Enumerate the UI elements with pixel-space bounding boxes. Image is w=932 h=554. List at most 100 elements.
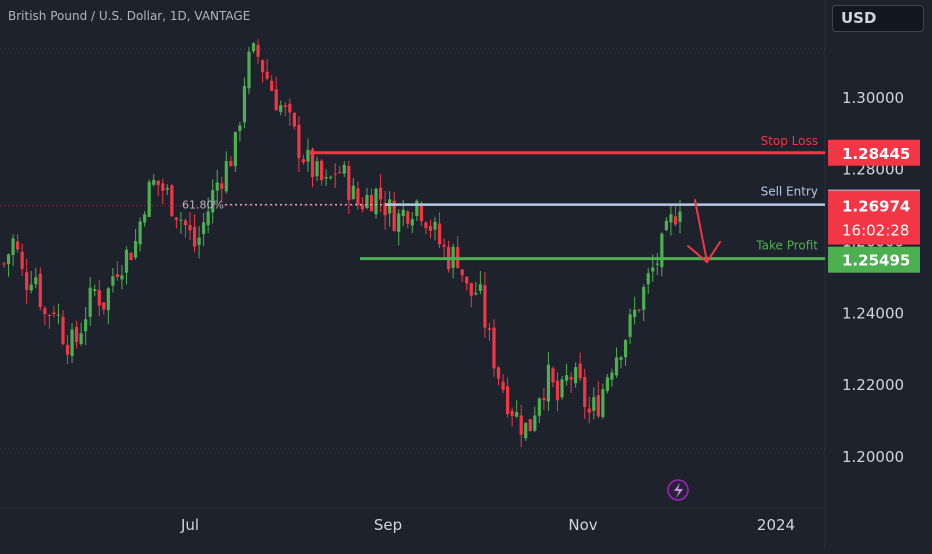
candle-body	[515, 412, 519, 417]
candle-body	[102, 302, 106, 310]
candle-body	[152, 179, 156, 185]
candle-body	[106, 288, 110, 310]
current-price-badge	[828, 190, 920, 245]
sell-arrow-drawing[interactable]	[687, 199, 721, 264]
candle-body	[442, 244, 446, 247]
candle-body	[592, 397, 596, 411]
candle-body	[424, 222, 428, 229]
countdown-label: 16:02:28	[842, 222, 909, 240]
candle-body	[555, 380, 560, 401]
current-price-label: 1.26974	[842, 198, 910, 216]
candle-body	[587, 408, 591, 413]
candle-body	[206, 211, 210, 226]
candle-body	[251, 43, 256, 52]
candle-body	[192, 226, 197, 247]
candle-body	[605, 377, 610, 391]
candle-body	[315, 161, 319, 177]
candle-body	[428, 225, 433, 231]
x-tick-label: Sep	[374, 516, 402, 534]
candle-body	[43, 308, 47, 314]
candle-body	[374, 188, 378, 215]
x-tick-label: Jul	[180, 516, 199, 534]
candle-body	[20, 251, 24, 270]
candle-body	[655, 263, 659, 265]
y-tick-label: 1.22000	[842, 376, 904, 394]
candle-body	[501, 381, 505, 390]
candle-body	[378, 187, 383, 200]
candle-body	[406, 211, 410, 224]
candle-body	[261, 60, 265, 73]
candle-body	[392, 200, 396, 231]
candle-body	[519, 415, 523, 435]
candle-body	[401, 209, 405, 217]
candle-body	[574, 367, 578, 384]
candle-body	[388, 199, 392, 214]
candle-body	[224, 161, 228, 192]
candle-body	[11, 238, 15, 256]
candle-body	[342, 164, 346, 174]
candle-body	[247, 51, 251, 89]
candle-body	[238, 125, 242, 131]
candle-body	[74, 327, 79, 343]
candle-body	[301, 159, 306, 163]
candle-body	[578, 363, 582, 379]
stop-loss-price-badge	[828, 139, 920, 166]
candle-body	[129, 253, 133, 260]
candle-body	[133, 241, 138, 258]
take-profit-price-label: 1.25495	[842, 252, 910, 270]
candle-body	[120, 275, 124, 280]
x-tick-label: Nov	[568, 516, 597, 534]
take-profit-price-badge	[828, 246, 920, 273]
candle-body	[165, 188, 169, 190]
currency-button[interactable]: USD	[832, 5, 924, 32]
candle-body	[84, 319, 88, 332]
candle-body	[25, 272, 29, 291]
candle-body	[660, 233, 664, 268]
candle-body	[306, 149, 310, 162]
candle-body	[510, 410, 514, 416]
candle-body	[93, 289, 97, 292]
candle-body	[614, 357, 619, 376]
candle-body	[564, 375, 569, 381]
lightning-bolt-icon[interactable]	[667, 479, 689, 501]
candle-body	[265, 71, 269, 79]
stop-loss-label: Stop Loss	[761, 134, 818, 148]
candle-body	[651, 267, 655, 272]
candle-body	[115, 274, 120, 277]
candle-body	[524, 422, 528, 439]
candle-body	[156, 180, 160, 186]
candle-body	[496, 367, 501, 379]
candle-body	[365, 194, 369, 209]
candle-body	[369, 194, 374, 212]
candle-body	[297, 124, 301, 159]
candle-body	[47, 314, 51, 316]
candle-body	[569, 376, 573, 380]
candle-body	[673, 216, 678, 225]
candle-body	[487, 328, 492, 330]
candle-body	[229, 160, 233, 167]
candle-body	[383, 203, 387, 216]
candle-body	[274, 89, 278, 111]
candle-body	[88, 287, 92, 317]
candle-body	[283, 105, 287, 108]
candle-body	[324, 177, 328, 179]
take-profit-label: Take Profit	[755, 239, 818, 253]
candle-body	[270, 80, 274, 91]
candle-body	[560, 379, 564, 398]
candle-body	[419, 203, 423, 222]
candle-body	[469, 283, 473, 296]
candle-body	[292, 113, 296, 127]
candle-body	[52, 312, 56, 315]
candle-body	[678, 211, 682, 222]
candle-body	[492, 327, 496, 369]
candle-body	[188, 225, 192, 231]
candle-body	[546, 364, 551, 402]
y-tick-label: 1.20000	[842, 448, 904, 466]
candle-body	[465, 276, 469, 284]
arrow-shaft	[694, 199, 708, 263]
candle-body	[537, 398, 541, 416]
candle-body	[433, 221, 437, 230]
candle-body	[347, 165, 351, 200]
candle-body	[256, 44, 260, 57]
